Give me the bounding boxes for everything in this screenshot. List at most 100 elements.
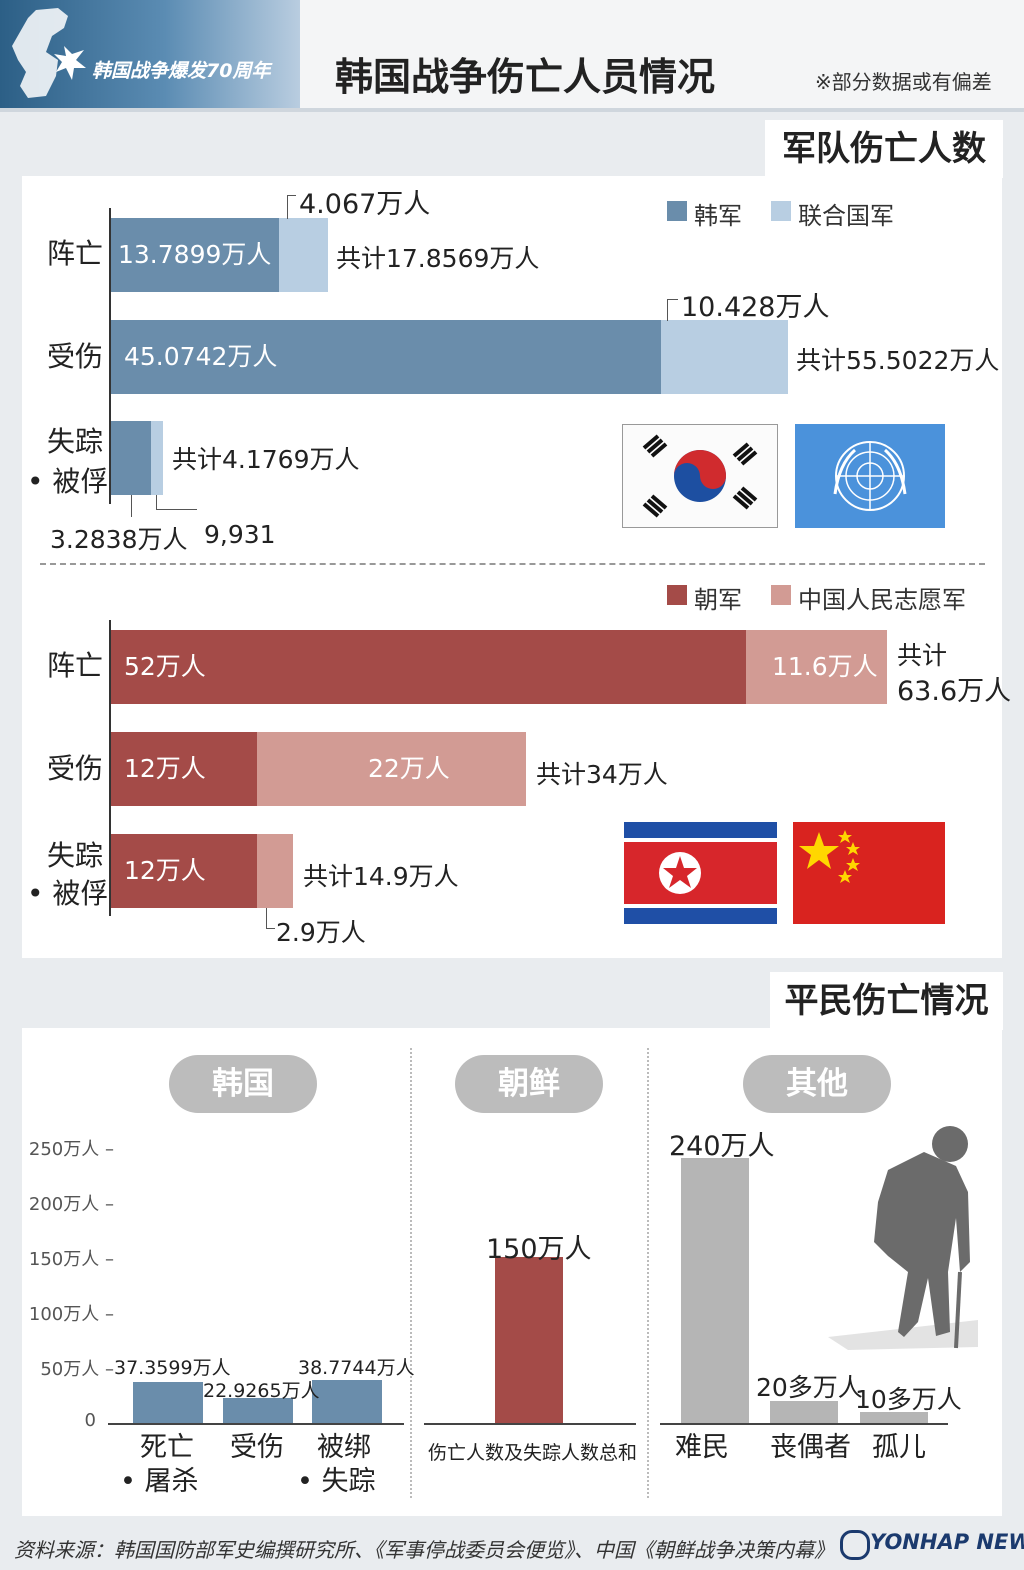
- value-rok-missing: 3.2838万人: [50, 525, 188, 554]
- bar-kpa-killed: [111, 630, 746, 704]
- row-label-wounded: 受伤: [47, 752, 104, 785]
- korea-peninsula-icon: [12, 8, 86, 98]
- yonhap-logo: YONHAP NEWS: [870, 1530, 1024, 1554]
- legend-swatch-un: [771, 201, 791, 221]
- source-note: 资料来源：韩国国防部军史编撰研究所、《军事停战委员会便览》、中国《朝鲜战争决策内…: [14, 1538, 834, 1562]
- civ-bar-korea-abducted: [312, 1380, 382, 1423]
- china-flag-icon: [793, 822, 945, 924]
- value-cpv-wounded: 22万人: [368, 754, 450, 783]
- leader-line: [667, 299, 678, 321]
- bar-un-killed: [279, 218, 328, 292]
- value-cpv-missing: 2.9万人: [276, 918, 366, 947]
- row-label-missing: 失踪: [47, 839, 104, 872]
- bar-cpv-killed: [746, 630, 887, 704]
- civ-value-label: 10多万人: [855, 1385, 962, 1414]
- civilian-section-title: 平民伤亡情况: [770, 972, 1003, 1030]
- south-axis: [109, 208, 111, 504]
- header-subtitle: 韩国战争爆发70周年: [92, 60, 271, 82]
- yonhap-logo-icon: [840, 1530, 870, 1560]
- legend-label-un: 联合国军: [798, 202, 894, 230]
- civ-category-label: 被绑: [317, 1432, 371, 1463]
- total-north-wounded: 共计34万人: [536, 760, 668, 789]
- civ-category-label: • 失踪: [297, 1466, 376, 1497]
- civ-category-label: 孤儿: [872, 1432, 926, 1463]
- y-tick-label: 50万人 –: [40, 1359, 114, 1380]
- group-divider: [410, 1048, 412, 1498]
- civ-value-label: 150万人: [486, 1234, 592, 1265]
- value-un-missing: 9,931: [204, 520, 276, 549]
- value-rok-killed: 13.7899万人: [118, 240, 272, 269]
- total-north-killed-label: 共计: [897, 641, 948, 670]
- group-divider: [647, 1048, 649, 1498]
- value-kpa-missing: 12万人: [124, 856, 206, 885]
- civ-value-label: 37.3599万人: [114, 1357, 231, 1379]
- section-divider: [40, 563, 985, 565]
- y-tick-label: 200万人 –: [28, 1194, 114, 1215]
- legend-label-cpv: 中国人民志愿军: [798, 586, 966, 614]
- civ-value-label: 20多万人: [756, 1373, 863, 1402]
- bar-un-missing: [151, 421, 163, 495]
- y-tick-label: 150万人 –: [28, 1249, 114, 1270]
- civ-value-label: 240万人: [669, 1131, 775, 1162]
- total-south-missing: 共计4.1769万人: [172, 445, 360, 474]
- leader-line: [156, 495, 197, 510]
- total-south-killed: 共计17.8569万人: [336, 244, 540, 273]
- baseline-north-korea: [424, 1423, 636, 1425]
- value-un-wounded: 10.428万人: [681, 292, 830, 323]
- header-note: ※部分数据或有偏差: [815, 70, 992, 94]
- baseline-korea: [108, 1423, 404, 1425]
- baseline-other: [660, 1423, 948, 1425]
- value-un-killed: 4.067万人: [299, 189, 431, 220]
- un-flag-icon: [795, 424, 945, 528]
- civ-bar-korea-wounded: [223, 1398, 293, 1423]
- civ-value-label: 38.7744万人: [298, 1357, 415, 1379]
- refugee-silhouette-icon: [828, 1126, 978, 1350]
- civ-bar-widows: [770, 1401, 838, 1423]
- civ-category-label: 难民: [675, 1432, 729, 1463]
- civ-category-label: • 屠杀: [120, 1466, 199, 1497]
- bar-rok-missing: [111, 421, 151, 495]
- group-pill-north-korea: 朝鲜: [455, 1055, 603, 1113]
- value-rok-wounded: 45.0742万人: [124, 342, 278, 371]
- civ-category-label: 伤亡人数及失踪人数总和: [428, 1442, 638, 1464]
- legend-swatch-rok: [667, 201, 687, 221]
- total-north-killed: 63.6万人: [897, 676, 1012, 707]
- y-tick-label: 0: [84, 1410, 96, 1431]
- row-label-killed: 阵亡: [47, 237, 104, 270]
- leader-line: [266, 908, 275, 929]
- value-kpa-killed: 52万人: [124, 652, 206, 681]
- bar-un-wounded: [661, 320, 788, 394]
- row-label-missing: 失踪: [47, 425, 104, 458]
- group-pill-korea: 韩国: [169, 1055, 317, 1113]
- civ-bar-korea-death: [133, 1382, 203, 1423]
- bar-kpa-missing: [111, 834, 257, 908]
- north-korea-flag-icon: [624, 822, 777, 924]
- bar-cpv-wounded: [257, 732, 526, 806]
- south-korea-flag-icon: [622, 424, 778, 528]
- total-north-missing: 共计14.9万人: [303, 862, 459, 891]
- legend-label-rok: 韩军: [694, 202, 742, 230]
- value-kpa-wounded: 12万人: [124, 754, 206, 783]
- legend-swatch-kpa: [667, 585, 687, 605]
- row-label-killed: 阵亡: [47, 649, 104, 682]
- civ-category-label: 死亡: [140, 1432, 194, 1463]
- value-cpv-killed: 11.6万人: [772, 652, 878, 681]
- bar-rok-wounded: [111, 320, 661, 394]
- group-pill-other: 其他: [743, 1055, 891, 1113]
- row-label-wounded: 受伤: [47, 340, 104, 373]
- bar-cpv-missing: [257, 834, 293, 908]
- civ-category-label: 丧偶者: [770, 1432, 851, 1463]
- row-label-captured: • 被俘: [27, 465, 109, 498]
- page-title: 韩国战争伤亡人员情况: [335, 55, 716, 99]
- civ-bar-orphans: [860, 1412, 928, 1423]
- leader-line: [287, 195, 296, 219]
- bar-kpa-wounded: [111, 732, 257, 806]
- y-tick-label: 100万人 –: [28, 1304, 114, 1325]
- leader-line: [131, 495, 132, 517]
- military-section-title: 军队伤亡人数: [765, 120, 1003, 178]
- civ-category-label: 受伤: [230, 1432, 284, 1463]
- legend-label-kpa: 朝军: [694, 586, 742, 614]
- bar-rok-killed: [111, 218, 279, 292]
- civ-bar-refugees: [681, 1158, 749, 1423]
- north-axis: [109, 620, 111, 916]
